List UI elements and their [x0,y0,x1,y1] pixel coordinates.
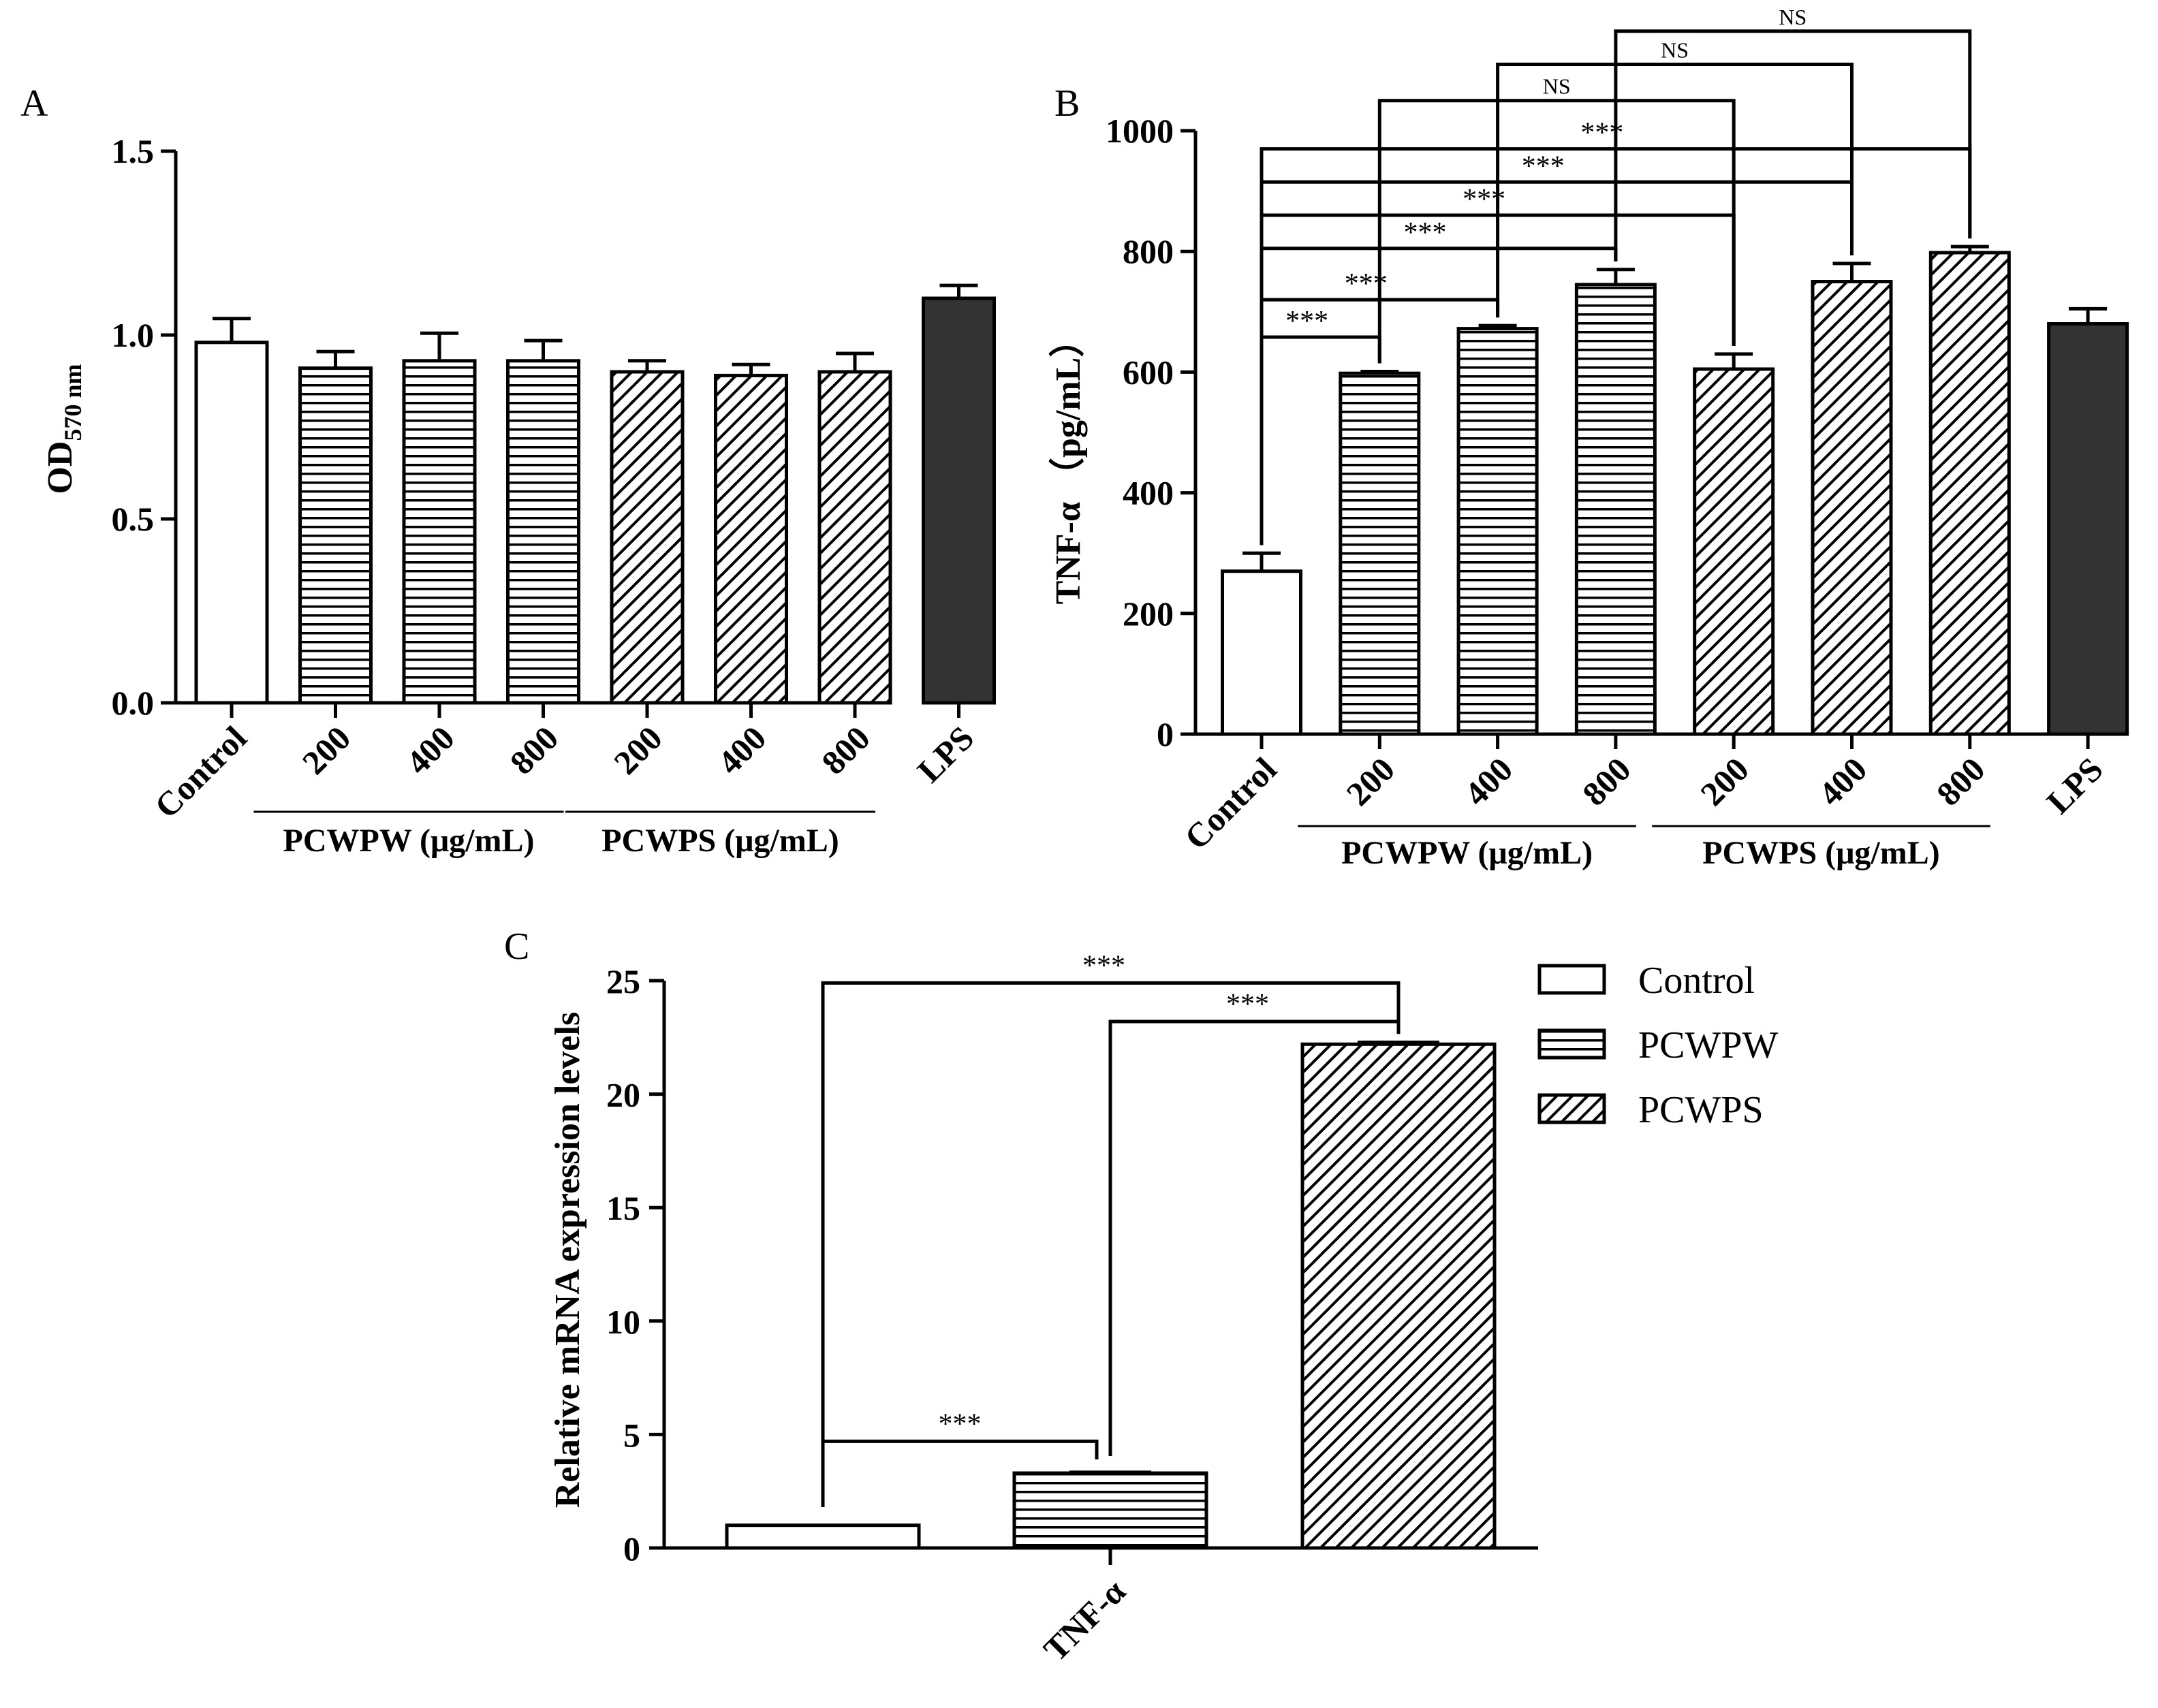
bar [194,341,269,705]
bar [817,370,892,705]
bar [1339,371,1421,736]
bar [1221,569,1302,736]
bar [922,296,996,705]
legend-label-pcwps: PCWPS [1638,1089,1764,1131]
significance-bracket [1108,1019,1401,1457]
bar [1928,251,2011,736]
significance-bracket [1377,99,1736,364]
y-tick-label: 1.0 [112,316,155,354]
significance-label: NS [1779,5,1807,29]
significance-bracket [1614,29,1972,262]
y-tick-label: 25 [606,962,640,1000]
group-label: PCWPW (μg/mL) [283,823,535,859]
x-tick-label: 200 [1693,750,1756,813]
significance-label: *** [1082,950,1125,981]
x-tick-label: LPS [2039,750,2110,821]
y-tick-label: 800 [1123,232,1174,270]
x-tick-label: 400 [398,718,462,782]
x-tick-label: TNF-α [1036,1572,1133,1669]
bar [610,370,685,705]
y-tick-label: 20 [606,1076,640,1114]
panel-c: C 0 5 10 15 20 25 Relative mRNA expression lev… [504,926,1778,1669]
group-label: PCWPW (μg/mL) [1341,835,1593,871]
y-tick-label: 5 [623,1416,640,1454]
bar [1012,1471,1208,1550]
x-tick-label: 400 [710,718,774,782]
significance-bracket [1260,247,1618,545]
x-tick-label: 400 [1811,750,1875,813]
significance-label: *** [1285,306,1328,337]
y-tick-label: 0 [623,1530,640,1568]
x-tick-label: 800 [1929,750,1992,813]
x-tick-label: 200 [606,718,670,782]
bar [1456,327,1539,736]
y-tick-label: 1.5 [112,132,155,170]
y-tick-label: 0 [1157,715,1174,753]
bar [1300,1042,1497,1550]
y-axis-label: Relative mRNA expression levels [548,1012,587,1508]
panel-b-label: B [1054,82,1080,125]
x-tick-label: 200 [295,718,358,782]
x-tick-label: Control [147,718,254,825]
x-tick-label: LPS [910,718,981,789]
y-tick-label: 1000 [1106,112,1174,150]
x-tick-label: 200 [1339,750,1402,813]
x-tick-label: Control [1177,750,1284,857]
legend-swatch-pcwps [1537,1093,1606,1124]
panel-c-label: C [504,926,529,968]
y-tick-label: 15 [606,1189,640,1227]
x-tick-label: 800 [814,718,877,782]
y-tick-label: 600 [1123,353,1174,391]
y-axis-label: OD570 nm [41,364,87,494]
panel-a-label: A [20,82,48,125]
y-axis-label: TNF-α （pg/mL） [1048,322,1088,605]
legend-label-control: Control [1638,960,1755,1002]
bar [506,359,580,705]
x-tick-label: 800 [503,718,566,782]
bar [1574,283,1657,736]
significance-label: *** [1522,151,1565,182]
significance-label: *** [939,1408,982,1440]
bar [298,366,373,705]
bar [402,359,477,705]
significance-label: NS [1543,74,1571,99]
x-tick-label: 400 [1457,750,1520,813]
legend-swatch-pcwpw [1537,1028,1606,1060]
bar [2047,322,2129,736]
y-tick-label: 0.0 [112,684,155,722]
bar [725,1523,921,1550]
x-tick-label: 800 [1575,750,1638,813]
significance-label: *** [1226,989,1269,1020]
legend: Control PCWPW PCWPS [1537,960,1778,1131]
y-tick-label: 400 [1123,474,1174,512]
y-tick-label: 10 [606,1303,640,1341]
panel-a: A 0.0 0.5 1.0 1.5 Control 200 400 800 200 400 800 L… [20,82,996,859]
y-tick-label: 0.5 [112,500,155,538]
legend-swatch-control [1537,964,1606,995]
bar [714,373,788,705]
group-label: PCWPS (μg/mL) [601,823,839,859]
significance-label: NS [1661,38,1689,63]
legend-label-pcwpw: PCWPW [1638,1024,1778,1066]
significance-bracket [1496,63,1854,318]
significance-bracket [821,981,1401,1507]
bar [1811,280,1893,736]
bar [1693,367,1775,736]
significance-label: *** [1403,217,1446,249]
y-tick-label: 200 [1123,595,1174,633]
group-label: PCWPS (μg/mL) [1702,835,1940,871]
panel-b: B 0 200 400 600 800 1000 Control 200 400 800 200 40… [1048,5,2129,871]
